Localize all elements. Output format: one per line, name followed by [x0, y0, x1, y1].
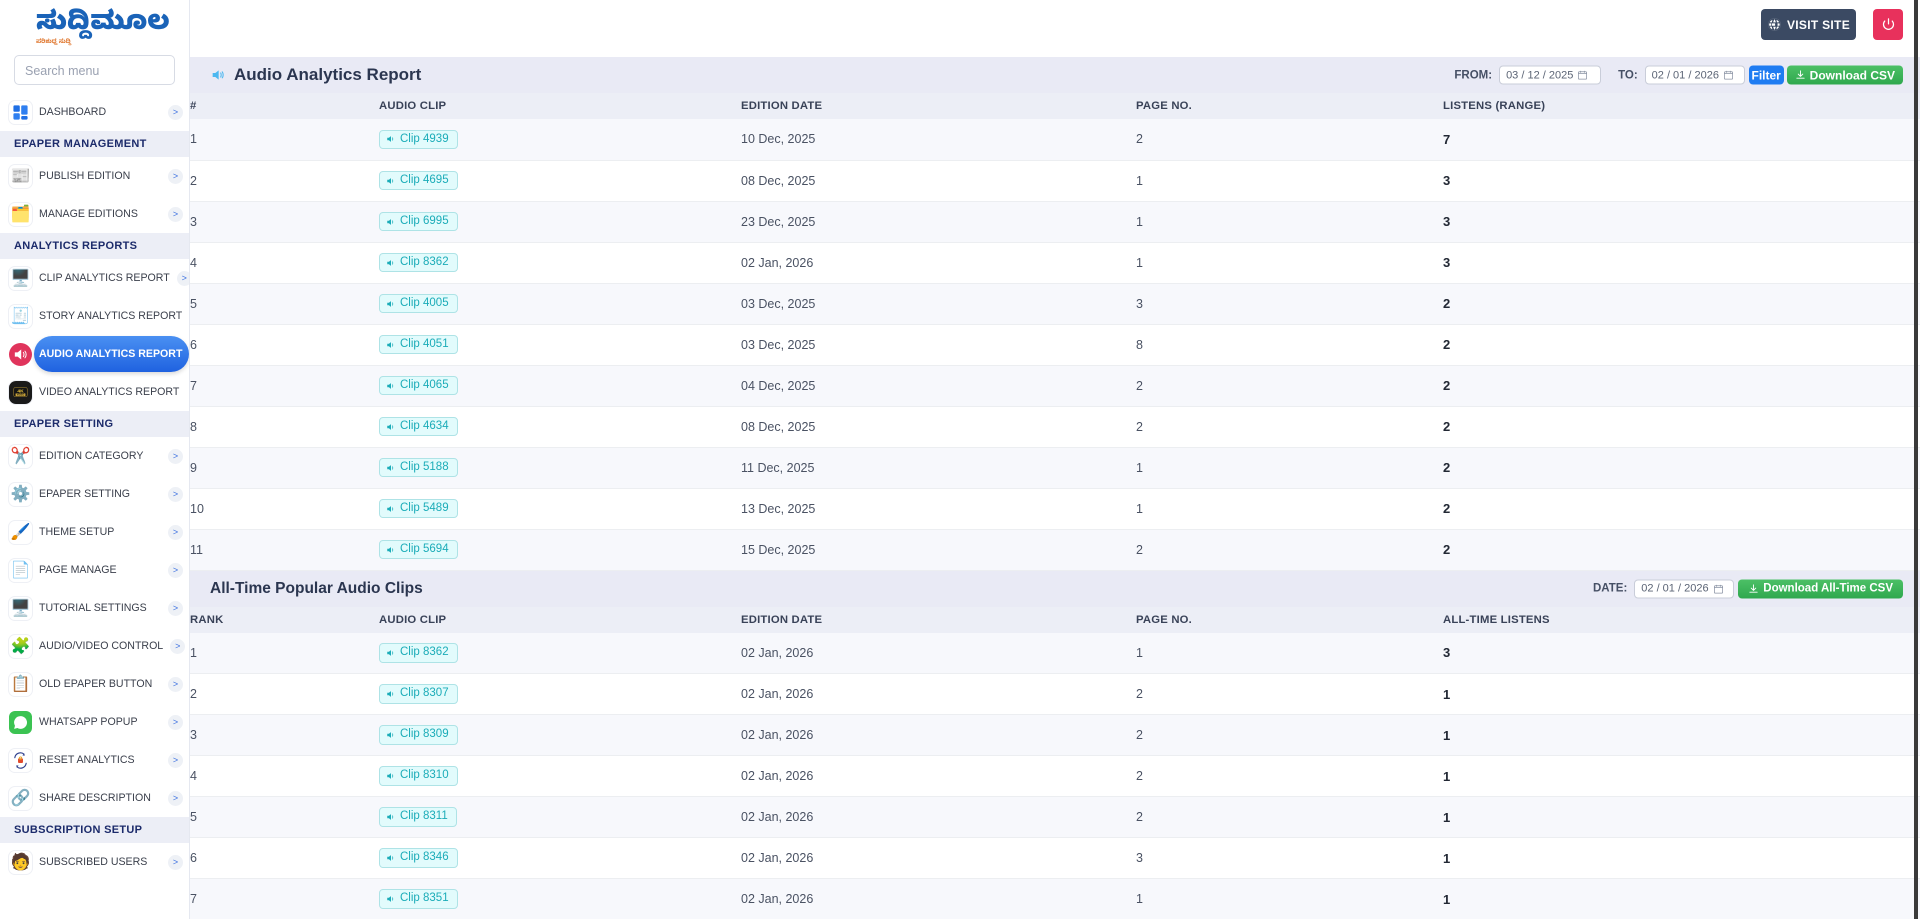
svg-text:VIDEO: VIDEO: [17, 393, 25, 396]
